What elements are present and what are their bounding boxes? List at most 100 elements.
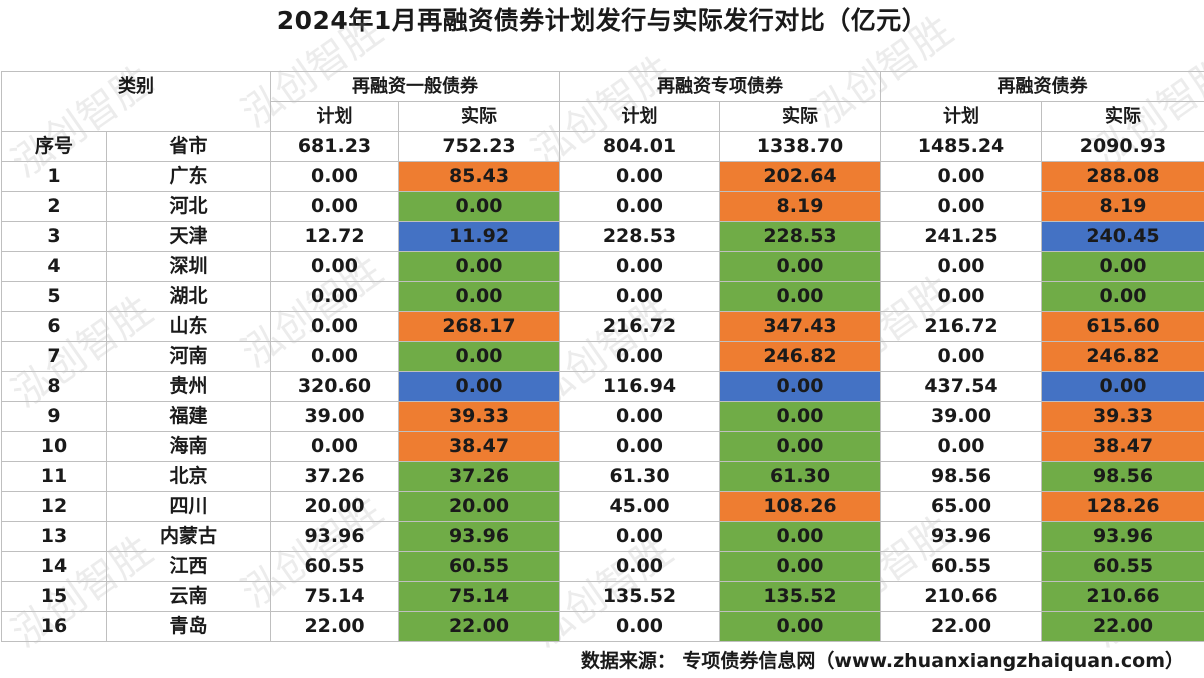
actual-value-cell: 0.00 xyxy=(719,551,881,582)
row-index: 14 xyxy=(1,551,107,582)
row-index: 9 xyxy=(1,401,107,432)
province-cell: 河南 xyxy=(106,341,271,372)
index-header: 序号 xyxy=(1,131,107,162)
group-header-special: 再融资专项债券 xyxy=(559,71,881,102)
plan-value-cell: 320.60 xyxy=(270,371,399,402)
plan-value-cell: 0.00 xyxy=(559,161,720,192)
plan-value-cell: 0.00 xyxy=(880,191,1042,222)
actual-value-cell: 22.00 xyxy=(398,611,560,642)
category-header: 类别 xyxy=(1,71,271,132)
plan-value-cell: 98.56 xyxy=(880,461,1042,492)
sub-header-plan: 计划 xyxy=(270,101,399,132)
sub-header-plan: 计划 xyxy=(880,101,1042,132)
actual-value-cell: 38.47 xyxy=(1041,431,1204,462)
row-index: 3 xyxy=(1,221,107,252)
actual-value-cell: 268.17 xyxy=(398,311,560,342)
table-row: 11 北京 37.26 37.26 61.30 61.30 98.56 98.56 xyxy=(1,461,1204,492)
plan-value-cell: 0.00 xyxy=(270,281,399,312)
plan-value-cell: 0.00 xyxy=(559,521,720,552)
row-index: 1 xyxy=(1,161,107,192)
province-cell: 广东 xyxy=(106,161,271,192)
actual-value-cell: 288.08 xyxy=(1041,161,1204,192)
actual-value-cell: 0.00 xyxy=(719,401,881,432)
plan-value-cell: 210.66 xyxy=(880,581,1042,612)
bond-comparison-table: 类别 再融资一般债券 再融资专项债券 再融资债券 计划 实际 计划 实际 计划 … xyxy=(1,71,1204,642)
table-row: 2 河北 0.00 0.00 0.00 8.19 0.00 8.19 xyxy=(1,191,1204,222)
plan-value-cell: 75.14 xyxy=(270,581,399,612)
actual-value-cell: 75.14 xyxy=(398,581,560,612)
total-cell: 681.23 xyxy=(270,131,399,162)
group-header-total: 再融资债券 xyxy=(880,71,1204,102)
table-row: 9 福建 39.00 39.33 0.00 0.00 39.00 39.33 xyxy=(1,401,1204,432)
plan-value-cell: 0.00 xyxy=(559,251,720,282)
plan-value-cell: 37.26 xyxy=(270,461,399,492)
table-row: 16 青岛 22.00 22.00 0.00 0.00 22.00 22.00 xyxy=(1,611,1204,642)
province-cell: 四川 xyxy=(106,491,271,522)
actual-value-cell: 0.00 xyxy=(398,281,560,312)
actual-value-cell: 61.30 xyxy=(719,461,881,492)
total-cell: 1485.24 xyxy=(880,131,1042,162)
plan-value-cell: 116.94 xyxy=(559,371,720,402)
plan-value-cell: 0.00 xyxy=(559,431,720,462)
actual-value-cell: 246.82 xyxy=(719,341,881,372)
actual-value-cell: 0.00 xyxy=(719,521,881,552)
plan-value-cell: 60.55 xyxy=(270,551,399,582)
actual-value-cell: 60.55 xyxy=(398,551,560,582)
plan-value-cell: 0.00 xyxy=(880,251,1042,282)
table-row: 1 广东 0.00 85.43 0.00 202.64 0.00 288.08 xyxy=(1,161,1204,192)
actual-value-cell: 0.00 xyxy=(719,251,881,282)
row-index: 2 xyxy=(1,191,107,222)
totals-row: 序号 省市 681.23 752.23 804.01 1338.70 1485.… xyxy=(1,131,1204,162)
actual-value-cell: 0.00 xyxy=(719,281,881,312)
plan-value-cell: 0.00 xyxy=(880,431,1042,462)
plan-value-cell: 0.00 xyxy=(559,611,720,642)
row-index: 7 xyxy=(1,341,107,372)
actual-value-cell: 128.26 xyxy=(1041,491,1204,522)
actual-value-cell: 0.00 xyxy=(1041,371,1204,402)
header-row-sub: 计划 实际 计划 实际 计划 实际 xyxy=(2,101,1204,132)
table-row: 15 云南 75.14 75.14 135.52 135.52 210.66 210.66 xyxy=(1,581,1204,612)
province-header: 省市 xyxy=(106,131,271,162)
actual-value-cell: 60.55 xyxy=(1041,551,1204,582)
plan-value-cell: 0.00 xyxy=(270,191,399,222)
plan-value-cell: 0.00 xyxy=(559,551,720,582)
actual-value-cell: 0.00 xyxy=(1041,281,1204,312)
actual-value-cell: 20.00 xyxy=(398,491,560,522)
group-header-general: 再融资一般债券 xyxy=(270,71,560,102)
table-row: 13 内蒙古 93.96 93.96 0.00 0.00 93.96 93.96 xyxy=(1,521,1204,552)
table-row: 7 河南 0.00 0.00 0.00 246.82 0.00 246.82 xyxy=(1,341,1204,372)
total-cell: 2090.93 xyxy=(1041,131,1204,162)
actual-value-cell: 135.52 xyxy=(719,581,881,612)
actual-value-cell: 37.26 xyxy=(398,461,560,492)
actual-value-cell: 11.92 xyxy=(398,221,560,252)
plan-value-cell: 0.00 xyxy=(880,281,1042,312)
actual-value-cell: 39.33 xyxy=(1041,401,1204,432)
actual-value-cell: 228.53 xyxy=(719,221,881,252)
plan-value-cell: 65.00 xyxy=(880,491,1042,522)
actual-value-cell: 8.19 xyxy=(1041,191,1204,222)
plan-value-cell: 0.00 xyxy=(559,191,720,222)
province-cell: 青岛 xyxy=(106,611,271,642)
province-cell: 云南 xyxy=(106,581,271,612)
table-row: 3 天津 12.72 11.92 228.53 228.53 241.25 240.45 xyxy=(1,221,1204,252)
total-cell: 804.01 xyxy=(559,131,720,162)
plan-value-cell: 0.00 xyxy=(270,251,399,282)
actual-value-cell: 0.00 xyxy=(719,611,881,642)
row-index: 12 xyxy=(1,491,107,522)
plan-value-cell: 0.00 xyxy=(270,341,399,372)
plan-value-cell: 93.96 xyxy=(270,521,399,552)
plan-value-cell: 216.72 xyxy=(880,311,1042,342)
actual-value-cell: 8.19 xyxy=(719,191,881,222)
province-cell: 山东 xyxy=(106,311,271,342)
table-row: 6 山东 0.00 268.17 216.72 347.43 216.72 615.60 xyxy=(1,311,1204,342)
row-index: 16 xyxy=(1,611,107,642)
actual-value-cell: 38.47 xyxy=(398,431,560,462)
actual-value-cell: 0.00 xyxy=(398,251,560,282)
province-cell: 天津 xyxy=(106,221,271,252)
plan-value-cell: 0.00 xyxy=(559,281,720,312)
actual-value-cell: 0.00 xyxy=(398,191,560,222)
province-cell: 海南 xyxy=(106,431,271,462)
actual-value-cell: 93.96 xyxy=(1041,521,1204,552)
plan-value-cell: 39.00 xyxy=(270,401,399,432)
province-cell: 深圳 xyxy=(106,251,271,282)
